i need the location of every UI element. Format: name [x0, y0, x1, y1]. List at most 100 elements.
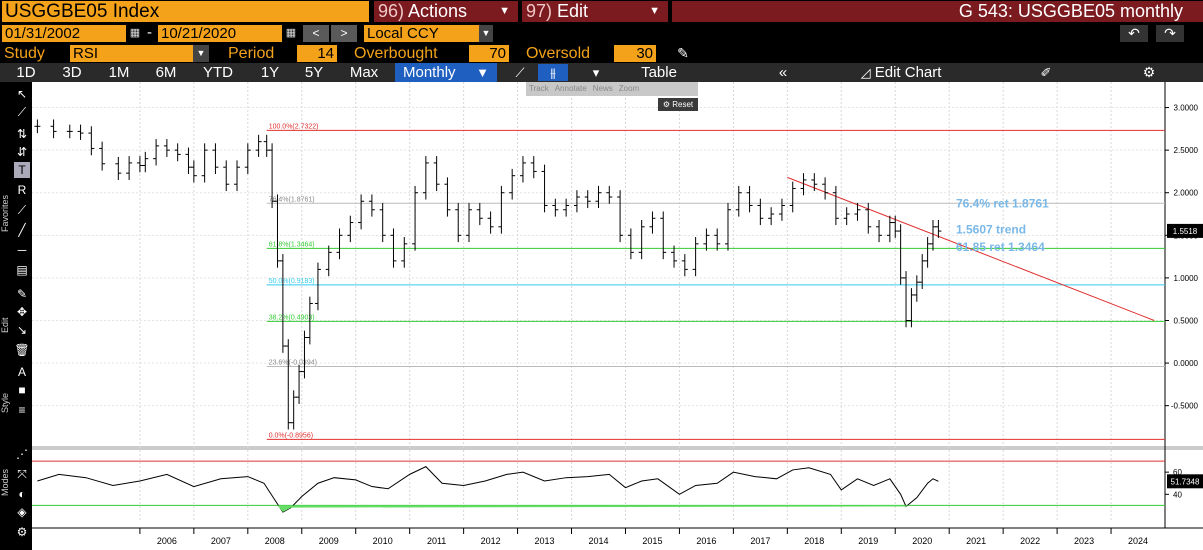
- left-toolbar: ↖ ⟋ ⇅ ⇵ T R ⟋ ╱ ─ ▤ ✎ ✥ ↘ 🗑 A ■ ≡ ⋰ ⤧ ◐ …: [0, 82, 32, 550]
- news-button[interactable]: News: [592, 84, 613, 93]
- line-style-icon[interactable]: ≡: [18, 403, 26, 417]
- x-tick-label: 2015: [642, 536, 662, 546]
- fib-level-label: 50.0%(0.9183): [269, 278, 315, 285]
- favorites-label: Favorites: [0, 194, 10, 232]
- tab-1y[interactable]: 1Y: [260, 64, 280, 81]
- period-label: Period: [228, 45, 275, 62]
- collapse-left-icon[interactable]: «: [778, 64, 788, 81]
- style-label: Style: [0, 393, 10, 414]
- range-dash: -: [147, 24, 152, 41]
- trash-icon[interactable]: 🗑: [14, 343, 30, 357]
- x-tick-label: 2022: [1020, 536, 1040, 546]
- chevron-down-icon: ▼: [649, 5, 660, 17]
- reset-button[interactable]: ⚙ Reset: [658, 98, 698, 111]
- x-tick-label: 2016: [696, 536, 716, 546]
- next-period-button[interactable]: >: [331, 25, 357, 42]
- line-draw-icon[interactable]: ⟋: [17, 105, 27, 119]
- track-button[interactable]: Track: [529, 84, 549, 93]
- chevron-down-icon[interactable]: ▼: [193, 45, 209, 62]
- modes-label: Modes: [0, 468, 10, 496]
- rsi-tick-label: 60: [1173, 468, 1182, 477]
- prev-period-button[interactable]: <: [303, 25, 329, 42]
- tool-icon[interactable]: ↘: [16, 323, 28, 337]
- gear-icon[interactable]: ⚙: [1142, 64, 1156, 80]
- tab-5y[interactable]: 5Y: [304, 64, 324, 81]
- text-icon[interactable]: A: [17, 365, 26, 379]
- cursor-icon[interactable]: ↖: [16, 87, 28, 101]
- fill-icon[interactable]: ■: [18, 383, 26, 397]
- tab-1d[interactable]: 1D: [16, 64, 36, 81]
- chart-icon: ◿: [860, 65, 871, 80]
- redo-icon[interactable]: ↷: [1156, 25, 1184, 42]
- study-bar: Study RSI ▼ Period 14 Overbought 70 Over…: [0, 44, 1203, 63]
- line-chart-icon[interactable]: ⟋: [515, 65, 525, 80]
- move-icon[interactable]: ✥: [16, 305, 28, 319]
- tool-icon[interactable]: ⇅: [16, 127, 28, 141]
- date-range-bar: 01/31/2002 ▦ - 10/21/2020 ▦ < > Local CC…: [0, 24, 1203, 43]
- pen-icon[interactable]: ✎: [677, 45, 689, 61]
- tool-icon[interactable]: ◈: [17, 505, 27, 519]
- tab-3d[interactable]: 3D: [62, 64, 82, 81]
- chart-annotation: 1.5607 trend: [956, 222, 1026, 236]
- tool-icon[interactable]: ◐: [18, 487, 26, 501]
- y-tick-label: 2.5000: [1174, 146, 1199, 155]
- actions-menu[interactable]: 96) Actions ▼: [374, 1, 518, 22]
- chart-background: [32, 82, 1203, 550]
- chevron-down-icon[interactable]: ▼: [479, 25, 493, 42]
- chevron-down-icon: ▼: [499, 5, 510, 17]
- tool-icon[interactable]: ⋰: [16, 447, 28, 461]
- chevron-down-icon: ▼: [476, 65, 489, 80]
- x-tick-label: 2019: [858, 536, 878, 546]
- chart-panel[interactable]: 2006 2007 2008 2009 2010 2011 2012 2013 2014 2015…: [32, 82, 1203, 550]
- edit-chart-button[interactable]: ◿ Edit Chart: [836, 63, 966, 82]
- x-tick-label: 2017: [750, 536, 770, 546]
- currency-select[interactable]: Local CCY: [364, 25, 479, 42]
- overbought-field[interactable]: 70: [469, 45, 509, 62]
- x-tick-label: 2020: [912, 536, 932, 546]
- zoom-button[interactable]: Zoom: [618, 84, 640, 93]
- chart-svg[interactable]: 2006 2007 2008 2009 2010 2011 2012 2013 2014 2015…: [32, 82, 1203, 550]
- tool-icon[interactable]: ▤: [16, 263, 28, 277]
- settings-icon[interactable]: ✐: [1040, 65, 1052, 80]
- tab-ytd[interactable]: YTD: [203, 64, 233, 81]
- tool-icon[interactable]: ╱: [18, 223, 26, 237]
- calendar-icon[interactable]: ▦: [285, 27, 297, 39]
- oversold-field[interactable]: 30: [614, 45, 656, 62]
- tab-6m[interactable]: 6M: [155, 64, 177, 81]
- gear-icon[interactable]: ⚙: [16, 525, 28, 539]
- tool-icon[interactable]: R: [17, 183, 27, 197]
- y-tick-label: 3.0000: [1174, 104, 1199, 113]
- study-label: Study: [4, 45, 45, 62]
- tab-1m[interactable]: 1M: [108, 64, 130, 81]
- period-toolbar: 1D 3D 1M 6M YTD 1Y 5Y Max Monthly ▼ ⟋ ⫵ …: [0, 63, 1203, 82]
- table-button[interactable]: Table: [641, 64, 677, 81]
- period-field[interactable]: 14: [297, 45, 337, 62]
- edit-menu[interactable]: 97) Edit ▼: [522, 1, 668, 22]
- rsi-line: [37, 466, 939, 513]
- y-tick-label: 0.0000: [1174, 359, 1199, 368]
- chevron-down-icon[interactable]: ▾: [592, 65, 600, 80]
- tool-icon[interactable]: ⟋: [17, 203, 27, 217]
- bar-chart-icon[interactable]: ⫵: [538, 64, 568, 81]
- edit-label: Edit: [557, 1, 589, 21]
- y-tick-label: 0.5000: [1174, 316, 1199, 325]
- calendar-icon[interactable]: ▦: [129, 27, 141, 39]
- horizontal-line-icon[interactable]: ─: [17, 243, 27, 257]
- start-date-field[interactable]: 01/31/2002: [2, 25, 126, 42]
- chart-title: G 543: USGGBE05 monthly: [672, 1, 1203, 22]
- tool-icon[interactable]: ⤧: [17, 467, 27, 481]
- undo-icon[interactable]: ↶: [1120, 25, 1148, 42]
- study-select[interactable]: RSI: [70, 45, 193, 62]
- ticker-field[interactable]: USGGBE05 Index: [2, 1, 369, 22]
- pencil-icon[interactable]: ✎: [16, 287, 28, 301]
- fib-level-label: 0.0%(-0.8956): [269, 432, 313, 439]
- frequency-select[interactable]: Monthly ▼: [395, 63, 497, 82]
- text-tool-icon[interactable]: T: [14, 162, 30, 178]
- chart-annotation: 61.85 ret 1.3464: [956, 240, 1045, 254]
- rsi-oversold-fill: [277, 505, 912, 513]
- annotate-button[interactable]: Annotate: [554, 84, 587, 93]
- x-tick-label: 2010: [373, 536, 393, 546]
- tab-max[interactable]: Max: [349, 64, 379, 81]
- tool-icon[interactable]: ⇵: [16, 145, 28, 159]
- end-date-field[interactable]: 10/21/2020: [158, 25, 282, 42]
